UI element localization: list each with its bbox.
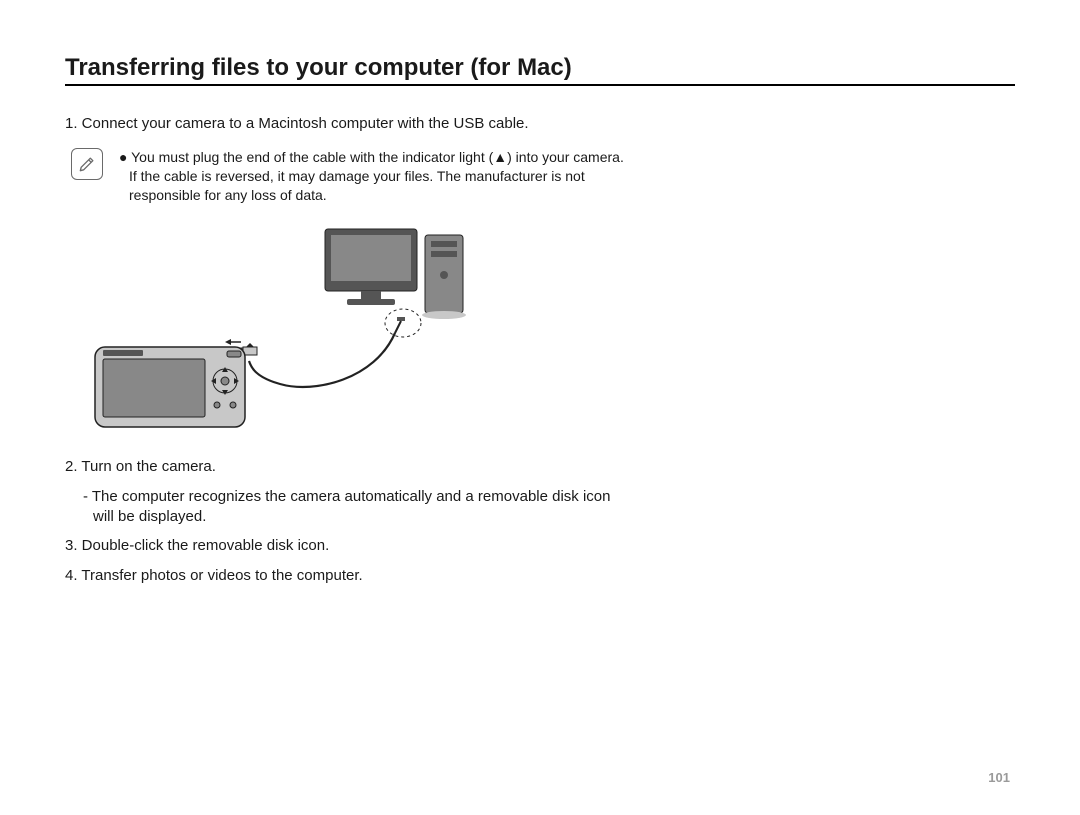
step-1: 1. Connect your camera to a Macintosh co…	[65, 114, 625, 134]
camera-icon	[95, 347, 245, 427]
note-body: You must plug the end of the cable with …	[129, 149, 624, 203]
usb-cable	[249, 333, 395, 387]
manual-page: Transferring files to your computer (for…	[0, 0, 1080, 815]
connection-diagram	[65, 219, 625, 439]
step-4: 4. Transfer photos or videos to the comp…	[65, 566, 625, 586]
step-2: 2. Turn on the camera.	[65, 457, 625, 477]
monitor-icon	[325, 229, 417, 305]
step-2-sub: - The computer recognizes the camera aut…	[65, 487, 625, 528]
usb-port-callout	[385, 309, 421, 337]
title-rule: Transferring files to your computer (for…	[65, 54, 1015, 86]
bullet: ●	[119, 149, 127, 165]
note-block: ● You must plug the end of the cable wit…	[65, 148, 625, 205]
page-title: Transferring files to your computer (for…	[65, 54, 1015, 82]
page-number: 101	[988, 770, 1010, 785]
step-3: 3. Double-click the removable disk icon.	[65, 536, 625, 556]
pencil-note-icon	[71, 148, 103, 180]
note-text: ● You must plug the end of the cable wit…	[117, 148, 625, 205]
content-column: 1. Connect your camera to a Macintosh co…	[65, 114, 625, 586]
tower-icon	[422, 235, 466, 319]
